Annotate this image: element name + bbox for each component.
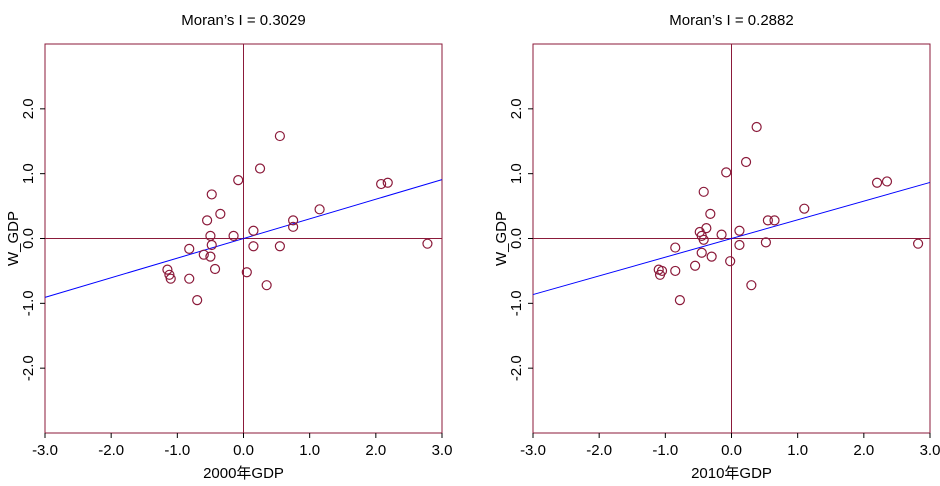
- y-tick-label: -2.0: [20, 355, 37, 381]
- y-tick-label: 1.0: [508, 163, 525, 184]
- data-point: [734, 225, 745, 236]
- data-point: [314, 204, 325, 215]
- data-point: [248, 241, 259, 252]
- data-point: [705, 208, 716, 219]
- data-point: [205, 251, 216, 262]
- data-point: [674, 294, 685, 306]
- data-point: [274, 130, 285, 142]
- data-point: [376, 178, 387, 190]
- data-point: [698, 186, 709, 197]
- x-tick-label: 2.0: [365, 442, 386, 459]
- data-point: [670, 242, 681, 253]
- data-point: [165, 273, 176, 284]
- y-tick-label: -1.0: [20, 290, 37, 316]
- data-point: [382, 177, 393, 188]
- data-point: [670, 265, 681, 277]
- data-point: [288, 221, 299, 232]
- data-point: [721, 167, 732, 178]
- x-tick-label: 0.0: [233, 442, 254, 459]
- data-point: [206, 189, 217, 200]
- data-point: [233, 175, 244, 186]
- chart-panel-1: Moran’s I = 0.3029 -3.0 -2.0 -1.0 0.0 1.0 2.0 3…: [5, 12, 452, 482]
- chart-title: Moran’s I = 0.2882: [669, 12, 793, 29]
- y-tick-label: -2.0: [508, 355, 525, 381]
- y-tick-label: 2.0: [508, 98, 525, 119]
- data-point: [162, 264, 173, 275]
- data-point: [734, 239, 745, 251]
- data-point: [192, 294, 203, 306]
- data-point: [261, 280, 272, 291]
- data-point: [760, 237, 772, 248]
- x-tick-label: 3.0: [432, 442, 453, 459]
- regression-line: [532, 181, 931, 296]
- y-axis-label: W_GDP: [493, 211, 510, 266]
- y-tick-label: 0.0: [20, 228, 37, 249]
- data-point: [912, 238, 924, 249]
- data-point: [799, 203, 810, 214]
- chart-title: Moran’s I = 0.3029: [181, 12, 305, 29]
- data-point: [656, 265, 668, 277]
- chart-panel-2: Moran’s I = 0.2882 -3.0 -2.0 -1.0 0.0 1.0 2.0 3…: [493, 12, 940, 482]
- data-point: [422, 238, 433, 249]
- data-point: [205, 230, 216, 242]
- data-point: [881, 176, 893, 187]
- data-point: [762, 215, 773, 226]
- data-point: [228, 230, 239, 242]
- data-point: [698, 234, 709, 245]
- y-tick-label: 2.0: [20, 98, 37, 119]
- data-point: [746, 280, 757, 291]
- data-point: [184, 243, 195, 254]
- regression-line: [44, 179, 443, 298]
- x-tick-label: 3.0: [920, 442, 940, 459]
- y-axis-label: W_GDP: [5, 211, 22, 266]
- data-point: [871, 177, 883, 188]
- x-tick-label: -2.0: [586, 442, 612, 459]
- data-point: [701, 223, 712, 234]
- data-point: [690, 260, 701, 271]
- data-point: [198, 249, 209, 260]
- x-axis-label: 2010年GDP: [691, 465, 772, 482]
- data-point: [254, 163, 266, 174]
- x-tick-label: -3.0: [32, 442, 58, 459]
- data-point: [740, 156, 752, 168]
- x-tick-label: -1.0: [164, 442, 190, 459]
- data-point: [716, 229, 727, 240]
- data-point: [274, 241, 285, 252]
- data-point: [696, 247, 707, 258]
- data-point: [206, 239, 217, 251]
- data-point: [288, 215, 299, 226]
- data-point: [241, 267, 252, 278]
- data-point: [706, 251, 717, 262]
- x-tick-label: -2.0: [98, 442, 124, 459]
- data-point: [751, 121, 762, 133]
- data-point: [215, 208, 226, 219]
- data-point: [248, 225, 259, 236]
- y-tick-label: -1.0: [508, 290, 525, 316]
- x-tick-label: 1.0: [299, 442, 320, 459]
- x-tick-label: -1.0: [652, 442, 678, 459]
- x-axis-label: 2000年GDP: [203, 465, 284, 482]
- x-tick-label: 2.0: [853, 442, 874, 459]
- data-point: [202, 215, 213, 226]
- x-tick-label: 0.0: [721, 442, 742, 459]
- y-tick-label: 1.0: [20, 163, 37, 184]
- x-tick-label: 1.0: [787, 442, 808, 459]
- x-tick-label: -3.0: [520, 442, 546, 459]
- y-tick-label: 0.0: [508, 228, 525, 249]
- data-point: [184, 273, 195, 284]
- data-point: [769, 215, 780, 226]
- data-point: [209, 263, 221, 275]
- data-point: [725, 256, 736, 267]
